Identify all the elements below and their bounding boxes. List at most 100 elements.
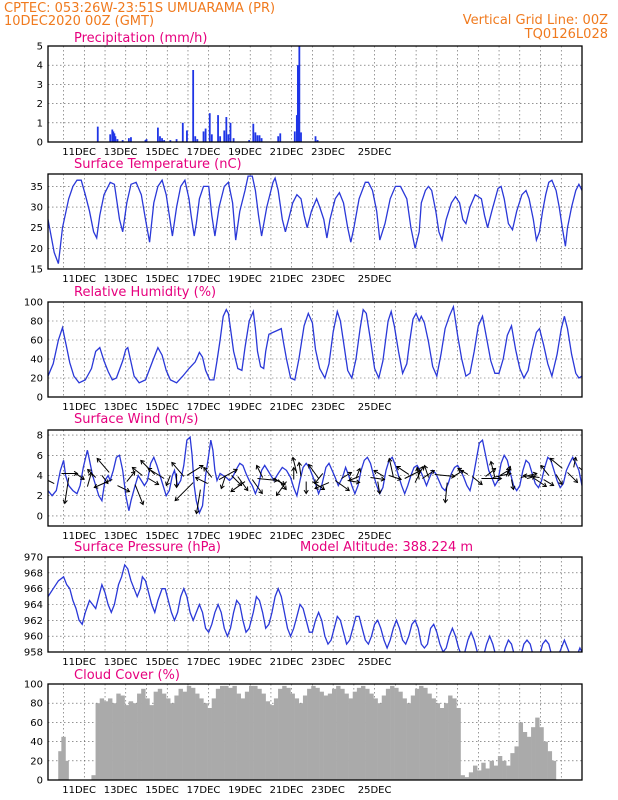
panel-frame bbox=[47, 45, 583, 143]
cloud-bar bbox=[331, 688, 337, 780]
wind-vector bbox=[388, 474, 402, 480]
wind-vector bbox=[134, 484, 144, 505]
cloud-bar bbox=[385, 688, 391, 780]
x-tick-label: 15DEC bbox=[145, 402, 179, 413]
wind-vector-head bbox=[198, 464, 204, 470]
cloud-bar bbox=[157, 688, 163, 780]
wind-vector-head bbox=[558, 480, 563, 486]
wind-vector-head bbox=[314, 484, 320, 490]
wind-vector-head bbox=[489, 460, 495, 466]
cloud-bar bbox=[502, 760, 507, 780]
y-tick-label: 40 bbox=[30, 355, 43, 366]
wind-vector bbox=[195, 477, 208, 485]
wind-vector-head bbox=[457, 467, 462, 473]
wind-vector bbox=[87, 469, 97, 478]
x-tick-label: 21DEC bbox=[270, 531, 304, 542]
cloud-bar bbox=[132, 703, 138, 780]
cloud-bar bbox=[477, 770, 482, 780]
x-tick-label: 19DEC bbox=[228, 274, 262, 285]
cloud-bar bbox=[443, 703, 449, 780]
wind-vector bbox=[231, 475, 242, 486]
precip-bar bbox=[316, 140, 319, 142]
cloud-bar bbox=[481, 762, 486, 780]
cloud-bar bbox=[543, 741, 548, 780]
precip-bar bbox=[314, 136, 317, 142]
header-date: 10DEC2020 00Z (GMT) bbox=[4, 14, 154, 29]
panel-4: 0 2 4 6 8 11DEC 13DEC 15DEC 17DEC 19DEC 21DEC 23DEC… bbox=[37, 412, 583, 542]
y-tick-label: 8 bbox=[37, 431, 43, 442]
precip-bar bbox=[277, 136, 280, 142]
wind-vector-head bbox=[194, 476, 200, 482]
wind-vector-head bbox=[540, 464, 545, 470]
wind-vector bbox=[355, 468, 361, 479]
precip-bar bbox=[96, 126, 99, 142]
cloud-bar bbox=[182, 691, 188, 780]
wind-vector-head bbox=[291, 456, 297, 462]
y-tick-label: 970 bbox=[24, 553, 43, 564]
cloud-bar bbox=[381, 695, 387, 780]
x-tick-label: 15DEC bbox=[145, 274, 179, 285]
x-tick-label: 13DEC bbox=[104, 274, 138, 285]
precip-bar bbox=[204, 128, 207, 142]
x-tick-label: 23DEC bbox=[311, 274, 345, 285]
y-tick-label: 0 bbox=[37, 393, 43, 404]
y-tick-label: 35 bbox=[30, 182, 43, 193]
cloud-bar bbox=[493, 765, 499, 780]
cloud-bar bbox=[410, 695, 416, 780]
cloud-bar bbox=[103, 701, 109, 780]
x-tick-label: 11DEC bbox=[62, 531, 96, 542]
cloud-bar bbox=[120, 695, 125, 780]
panel-frame bbox=[47, 556, 583, 653]
cloud-bar bbox=[224, 685, 229, 780]
y-tick-label: 960 bbox=[24, 632, 43, 643]
cloud-bar bbox=[170, 703, 175, 780]
precip-bar bbox=[229, 122, 232, 142]
cloud-bar bbox=[257, 688, 262, 780]
cloud-bar bbox=[497, 756, 503, 780]
cloud-bar bbox=[547, 751, 553, 780]
panel-5: 958 960 962 964 966 968 970 11DEC 13DEC 15DEC 17DE… bbox=[24, 540, 583, 668]
wind-vector-head bbox=[62, 499, 68, 505]
precip-bar bbox=[298, 46, 301, 142]
wind-vector bbox=[292, 457, 298, 474]
wind-vector bbox=[94, 479, 113, 488]
wind-vector-head bbox=[303, 489, 309, 495]
y-tick-label: 60 bbox=[30, 718, 43, 729]
cloud-bar bbox=[452, 698, 457, 780]
wind-vector bbox=[64, 477, 70, 504]
x-tick-label: 17DEC bbox=[187, 531, 221, 542]
wind-vector-head bbox=[320, 485, 326, 491]
panel-2: 15 20 25 30 35 11DEC 13DEC 15DEC 17DEC 19DEC 21DEC… bbox=[30, 157, 583, 285]
wind-vector bbox=[298, 462, 302, 477]
cloud-bar bbox=[365, 688, 370, 780]
cloud-bar bbox=[373, 698, 378, 780]
precip-bar bbox=[232, 138, 235, 142]
x-tick-label: 13DEC bbox=[104, 531, 138, 542]
plot-area bbox=[48, 563, 582, 652]
wind-vector bbox=[195, 489, 201, 514]
precip-bar bbox=[163, 140, 166, 142]
precip-bar bbox=[208, 113, 211, 142]
cloud-bar bbox=[207, 708, 212, 780]
y-tick-label: 6 bbox=[37, 451, 43, 462]
cloud-bar bbox=[269, 705, 275, 780]
cloud-bar bbox=[244, 691, 250, 780]
cloud-bar bbox=[261, 693, 266, 780]
wind-vector bbox=[505, 466, 511, 477]
panel-frame bbox=[47, 301, 583, 398]
wind-vector bbox=[86, 472, 92, 487]
header-location: CPTEC: 053:26W-23:51S UMUARAMA (PR) bbox=[4, 1, 275, 16]
cloud-bar bbox=[278, 688, 283, 780]
wind-vector bbox=[377, 481, 381, 494]
wind-vector-head bbox=[506, 465, 512, 471]
y-tick-label: 962 bbox=[24, 616, 43, 627]
cloud-bar bbox=[190, 687, 196, 780]
cloud-bar bbox=[448, 695, 453, 780]
cloud-bar bbox=[186, 685, 192, 780]
wind-vector-head bbox=[396, 465, 401, 471]
wind-vector-head bbox=[348, 476, 354, 482]
x-tick-label: 13DEC bbox=[104, 785, 138, 796]
x-tick-label: 21DEC bbox=[270, 657, 304, 668]
wind-vector bbox=[523, 474, 540, 478]
cloud-bar bbox=[427, 693, 432, 780]
